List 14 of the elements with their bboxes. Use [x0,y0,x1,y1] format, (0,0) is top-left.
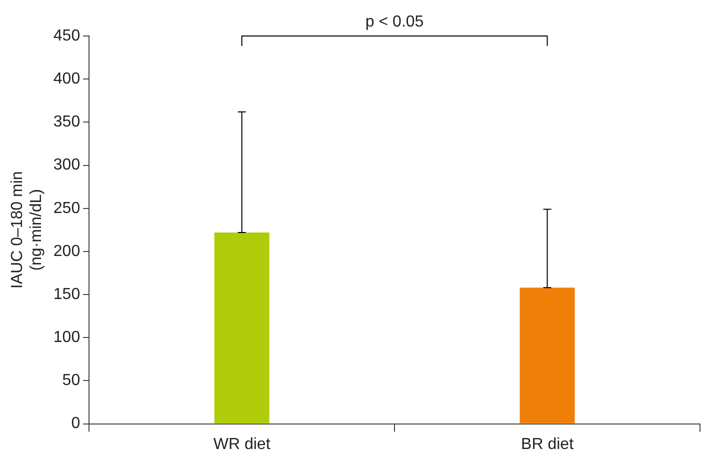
y-tick-label: 150 [53,286,80,303]
y-axis-title: IAUC 0–180 min (ng·min/dL) [9,171,46,289]
x-tick-label: BR diet [521,436,574,453]
y-tick-label: 250 [53,200,80,217]
text: p < 0.05 [365,13,424,30]
x-tick-label: WR diet [213,436,271,453]
y-tick-label: 300 [53,156,80,174]
y-tick-label: 50 [62,372,80,390]
y-tick-label: 350 [53,114,80,131]
y-tick-label: 450 [53,27,80,44]
y-tick-label: 400 [53,70,80,88]
y-tick-label: 0 [71,415,80,432]
y-tick-label: 200 [53,242,80,260]
y-tick-label: 100 [53,329,80,346]
